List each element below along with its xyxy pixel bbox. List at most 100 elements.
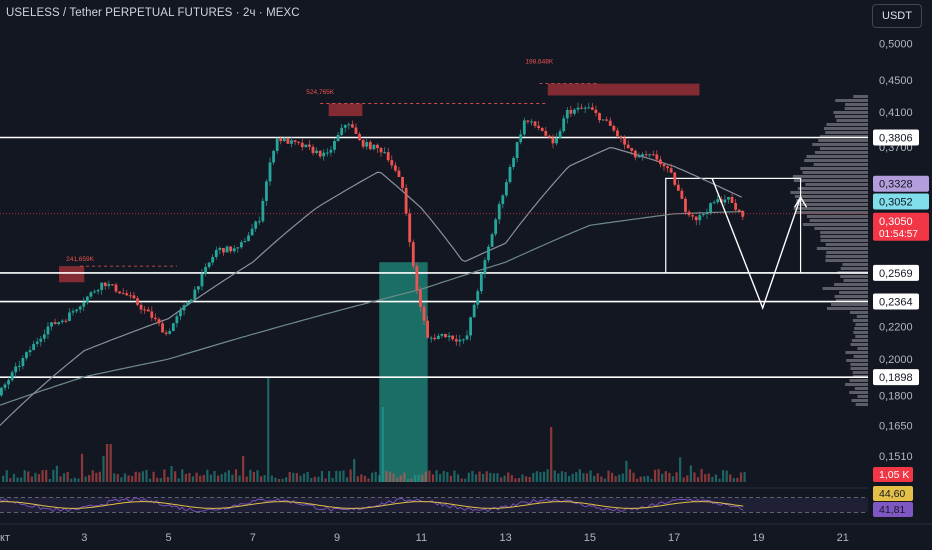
currency-button[interactable]: USDT [872,4,922,28]
candle-body [504,182,508,196]
volume-bar [732,478,735,482]
volume-bar [381,407,384,482]
volume-bar [517,478,521,482]
volume-bar [209,474,213,482]
volume-bar [471,470,474,482]
volume-bar [507,472,510,482]
volume-bar [646,475,649,482]
candle-body [408,213,412,243]
candle-body [637,156,641,158]
candle-body [673,172,677,185]
volume-bar [331,477,334,482]
volume-bar [492,473,495,482]
volume-profile-bar [834,295,868,298]
volume-bar [729,474,732,482]
volume-bar [585,473,589,482]
x-axis-tick-label: 3 [81,532,87,544]
volume-profile-bar [842,263,868,266]
candle-body [644,154,648,156]
candle-body [146,309,150,312]
volume-bar [485,471,488,482]
volume-bar [600,476,603,482]
candle-body [143,309,147,311]
volume-bar [589,470,592,482]
volume-bar [392,473,395,482]
volume-profile-bar [796,199,868,202]
candle-body [433,337,437,340]
volume-profile-bar [805,183,868,186]
candle-body [10,372,14,381]
candle-body [261,200,265,222]
candle-body [530,121,533,123]
volume-bar [664,471,667,482]
volume-bar [306,471,309,482]
candle-body [308,144,311,147]
volume-bar [156,477,159,482]
volume-bar [234,469,238,482]
candle-body [587,107,591,109]
volume-bar [342,470,345,482]
volume-bar [682,477,685,482]
volume-bar [184,473,187,482]
volume-bar [109,444,112,482]
candle-body [727,197,730,200]
volume-bar [123,473,127,482]
candle-body [601,119,605,121]
candle-body [558,131,562,138]
volume-profile-bar [855,323,868,326]
volume-bar [299,475,302,482]
volume-bar [113,473,116,482]
candle-body [404,187,408,214]
volume-profile-bar [834,115,868,118]
candle-body [712,202,716,204]
volume-bar [170,465,173,482]
price-badge-label: 0,3328 [879,179,913,191]
candle-body [526,120,530,122]
volume-bar [302,473,306,482]
candle-body [623,137,626,145]
candle-body [483,260,487,274]
y-axis-tick-label: 0,1510 [879,451,913,463]
volume-bar [388,471,392,482]
volume-profile-bar [845,383,868,386]
volume-bar [460,478,463,482]
candle-body [379,148,383,153]
level-badge-label: 0,2569 [879,268,913,280]
candle-body [476,291,480,305]
candle-body [71,311,75,313]
candle-body [136,298,139,305]
volume-bar [696,477,700,482]
volume-bar [20,477,23,482]
volume-bar [217,475,220,482]
volume-bar [2,475,5,482]
volume-profile-bar [846,359,868,362]
volume-bar [324,478,327,482]
volume-bar [449,475,453,482]
volume-bar [675,472,678,482]
candle-body [454,339,458,342]
candle-body [436,335,440,340]
volume-bar [356,476,359,482]
candle-body [161,323,164,333]
volume-profile-bar [830,303,868,306]
volume-bar [625,460,628,482]
volume-bar [30,476,33,482]
volume-bar [378,475,381,482]
volume-bar [671,476,675,482]
volume-profile-bar [855,335,868,338]
candle-body [282,138,286,142]
volume-profile-bar [794,195,868,198]
volume-bar [532,472,535,482]
candle-body [154,317,157,320]
candle-body [196,286,200,290]
volume-bar [478,471,481,482]
candle-body [17,365,21,367]
candle-body [121,293,125,295]
volume-bar [102,455,105,482]
volume-bar [367,478,370,482]
volume-bar [689,465,692,482]
volume-profile-bar [849,391,868,394]
volume-bar [428,470,431,482]
volume-bar [27,471,30,482]
